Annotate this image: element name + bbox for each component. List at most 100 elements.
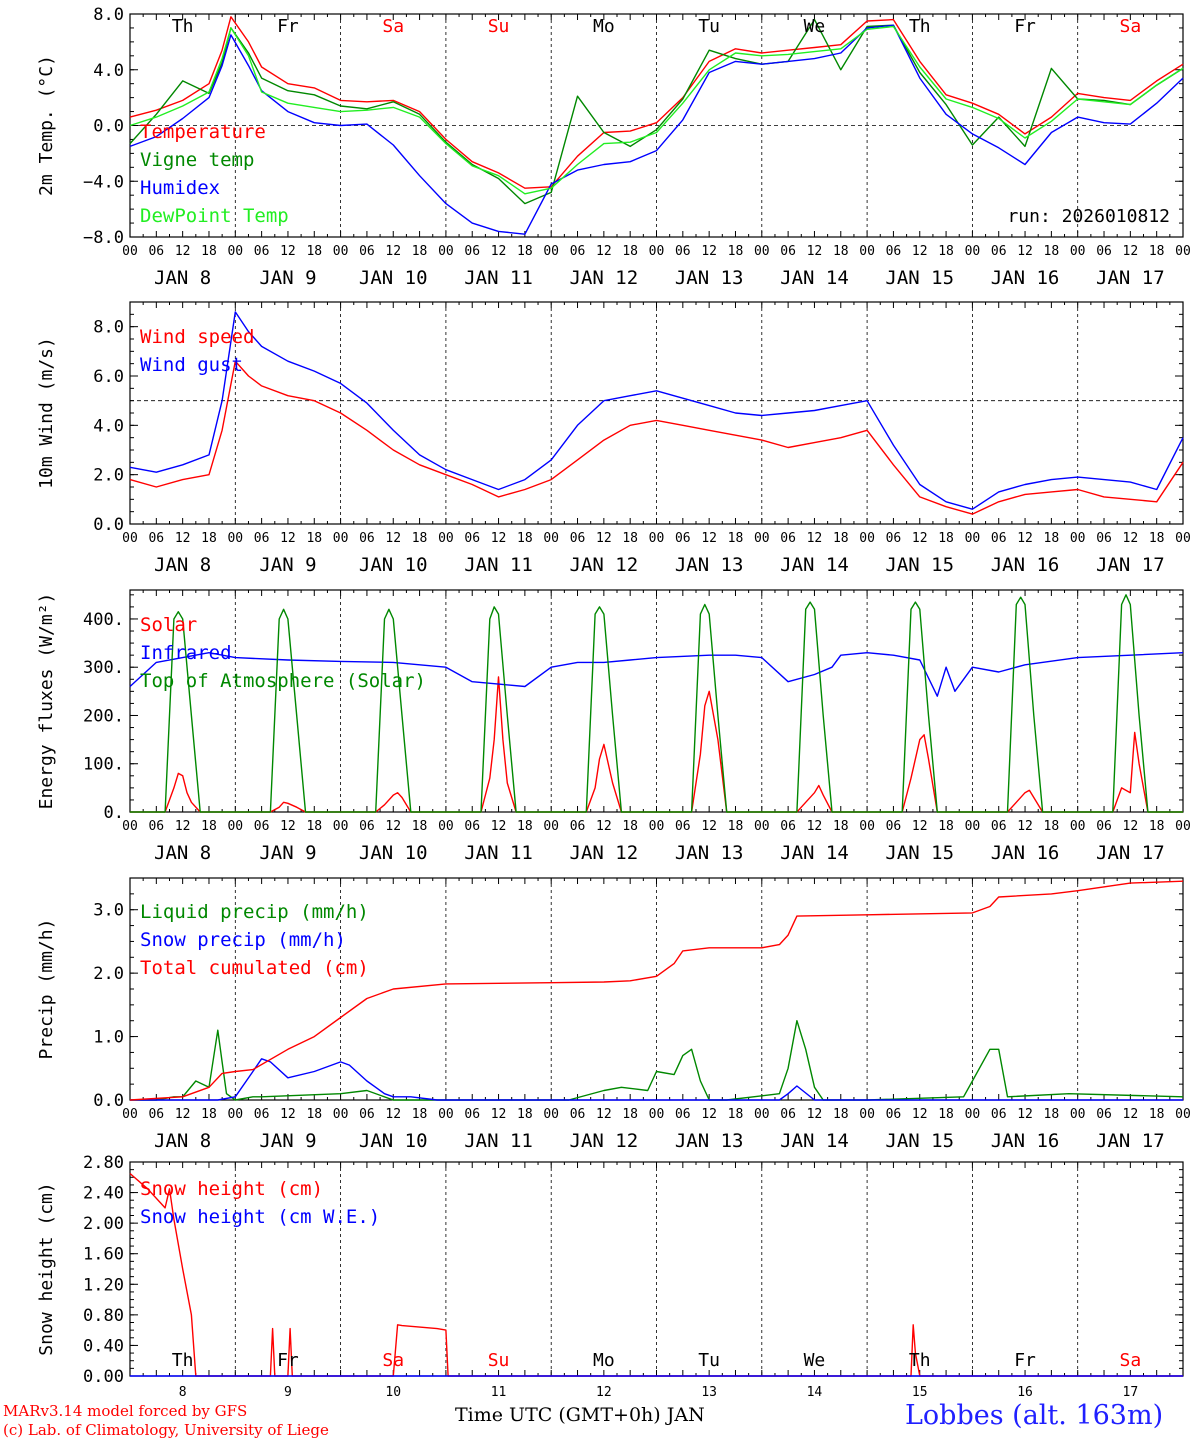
hour-tick-label: 00 bbox=[1070, 244, 1086, 259]
hour-tick-label: 18 bbox=[833, 244, 849, 259]
hour-tick-label: 12 bbox=[596, 531, 612, 546]
hour-tick-label: 12 bbox=[912, 819, 928, 834]
weekday-label: We bbox=[804, 16, 826, 37]
y-tick-label: 2.80 bbox=[83, 1153, 124, 1173]
hour-tick-label: 00 bbox=[859, 244, 875, 259]
y-tick-label: 200. bbox=[83, 706, 124, 726]
weekday-label: Tu bbox=[698, 1350, 720, 1371]
hour-tick-label: 00 bbox=[965, 531, 981, 546]
hour-tick-label: 18 bbox=[517, 1107, 533, 1122]
hour-tick-label: 18 bbox=[412, 1107, 428, 1122]
y-axis-label: Energy fluxes (W/m²) bbox=[36, 593, 57, 810]
hour-tick-label: 00 bbox=[1070, 531, 1086, 546]
day-number-label: 10 bbox=[385, 1385, 401, 1400]
hour-tick-label: 12 bbox=[175, 819, 191, 834]
hour-tick-label: 12 bbox=[280, 531, 296, 546]
hour-tick-label: 00 bbox=[122, 1107, 138, 1122]
hour-tick-label: 00 bbox=[333, 819, 349, 834]
date-label: JAN 13 bbox=[675, 1130, 744, 1152]
hour-tick-label: 06 bbox=[675, 531, 691, 546]
y-tick-label: −4.0 bbox=[83, 172, 124, 192]
hour-tick-label: 18 bbox=[306, 244, 322, 259]
series-line-temperature bbox=[129, 16, 1184, 189]
hour-tick-label: 06 bbox=[254, 531, 270, 546]
hour-tick-label: 18 bbox=[201, 1107, 217, 1122]
hour-tick-label: 18 bbox=[728, 819, 744, 834]
hour-tick-label: 12 bbox=[175, 531, 191, 546]
model-credit: MARv3.14 model forced by GFS bbox=[3, 1402, 248, 1420]
hour-tick-label: 18 bbox=[306, 531, 322, 546]
hour-tick-label: 06 bbox=[886, 819, 902, 834]
day-number-label: 12 bbox=[596, 1385, 612, 1400]
legend-entry: Solar bbox=[140, 614, 197, 636]
hour-tick-label: 06 bbox=[780, 1107, 796, 1122]
y-tick-label: 0.0 bbox=[93, 1091, 124, 1111]
lab-credit: (c) Lab. of Climatology, University of L… bbox=[3, 1421, 329, 1439]
y-tick-label: 2.40 bbox=[83, 1184, 124, 1204]
hour-tick-label: 06 bbox=[675, 244, 691, 259]
hour-tick-label: 18 bbox=[1044, 1107, 1060, 1122]
weekday-label: Th bbox=[172, 16, 194, 37]
hour-tick-label: 18 bbox=[938, 244, 954, 259]
weekday-label: Fr bbox=[1014, 1350, 1036, 1371]
y-tick-label: 2.0 bbox=[93, 964, 124, 984]
date-label: JAN 15 bbox=[885, 267, 954, 289]
hour-tick-label: 00 bbox=[543, 819, 559, 834]
weekday-label: Mo bbox=[593, 16, 615, 37]
y-tick-label: 100. bbox=[83, 755, 124, 775]
weekday-label: Fr bbox=[277, 1350, 299, 1371]
legend-entry: Wind speed bbox=[140, 326, 254, 348]
hour-tick-label: 12 bbox=[175, 244, 191, 259]
hour-tick-label: 12 bbox=[701, 531, 717, 546]
series-line-snow-height-cm- bbox=[129, 1172, 1183, 1377]
legend-entry: Wind gust bbox=[140, 354, 243, 376]
legend-entry: Snow height (cm) bbox=[140, 1178, 323, 1200]
hour-tick-label: 00 bbox=[438, 1107, 454, 1122]
hour-tick-label: 18 bbox=[412, 244, 428, 259]
legend-entry: Snow height (cm W.E.) bbox=[140, 1206, 380, 1228]
hour-tick-label: 00 bbox=[754, 244, 770, 259]
hour-tick-label: 12 bbox=[912, 531, 928, 546]
hour-tick-label: 06 bbox=[780, 531, 796, 546]
date-label: JAN 12 bbox=[570, 267, 639, 289]
hour-tick-label: 06 bbox=[1096, 1107, 1112, 1122]
y-tick-label: 0.80 bbox=[83, 1306, 124, 1326]
date-label: JAN 8 bbox=[154, 842, 211, 864]
hour-tick-label: 00 bbox=[1175, 1107, 1191, 1122]
hour-tick-label: 18 bbox=[622, 819, 638, 834]
date-label: JAN 12 bbox=[570, 842, 639, 864]
hour-tick-label: 18 bbox=[201, 244, 217, 259]
date-label: JAN 8 bbox=[154, 554, 211, 576]
time-axis-title: Time UTC (GMT+0h) JAN bbox=[455, 1404, 705, 1426]
hour-tick-label: 06 bbox=[886, 531, 902, 546]
y-tick-label: 0.00 bbox=[83, 1367, 124, 1387]
hour-tick-label: 00 bbox=[965, 1107, 981, 1122]
hour-tick-label: 06 bbox=[570, 1107, 586, 1122]
hour-tick-label: 00 bbox=[438, 819, 454, 834]
hour-tick-label: 18 bbox=[1149, 1107, 1165, 1122]
hour-tick-label: 06 bbox=[148, 531, 164, 546]
hour-tick-label: 00 bbox=[649, 1107, 665, 1122]
date-label: JAN 17 bbox=[1096, 1130, 1165, 1152]
hour-tick-label: 12 bbox=[701, 819, 717, 834]
hour-tick-label: 06 bbox=[359, 531, 375, 546]
date-label: JAN 11 bbox=[464, 554, 533, 576]
hour-tick-label: 18 bbox=[622, 1107, 638, 1122]
day-number-label: 14 bbox=[807, 1385, 823, 1400]
hour-tick-label: 12 bbox=[596, 244, 612, 259]
date-label: JAN 11 bbox=[464, 267, 533, 289]
hour-tick-label: 06 bbox=[991, 819, 1007, 834]
date-label: JAN 17 bbox=[1096, 842, 1165, 864]
date-label: JAN 10 bbox=[359, 1130, 428, 1152]
hour-tick-label: 00 bbox=[754, 1107, 770, 1122]
legend-entry: Snow precip (mm/h) bbox=[140, 929, 346, 951]
date-label: JAN 15 bbox=[885, 1130, 954, 1152]
hour-tick-label: 18 bbox=[728, 1107, 744, 1122]
hour-tick-label: 06 bbox=[780, 244, 796, 259]
date-label: JAN 8 bbox=[154, 1130, 211, 1152]
series-line-vigne-temp bbox=[129, 18, 1184, 205]
hour-tick-label: 00 bbox=[754, 531, 770, 546]
legend-entry: DewPoint Temp bbox=[140, 205, 289, 227]
hour-tick-label: 18 bbox=[201, 531, 217, 546]
